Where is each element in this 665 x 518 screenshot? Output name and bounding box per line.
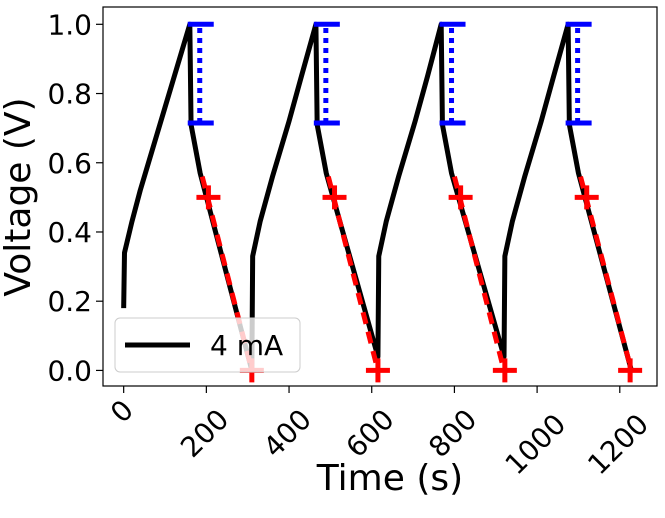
y-axis-label: Voltage (V) [0,97,39,296]
fit-line [199,175,634,372]
plus-marker [574,185,599,210]
data-line [121,21,634,373]
x-tick-label: 200 [174,403,235,464]
x-tick-label: 1200 [581,407,655,481]
plot-frame [102,6,658,387]
y-tick-label: 0.2 [47,285,92,318]
y-tick-label: 0.4 [47,216,92,249]
plus-marker [365,358,390,383]
y-tick-label: 0.0 [47,354,92,387]
plus-marker [196,185,221,210]
y-tick-label: 1.0 [47,8,92,41]
legend-box [114,317,301,373]
x-tick-label: 800 [422,403,483,464]
plus-marker [322,185,347,210]
legend-label: 4 mA [210,329,283,362]
x-tick-label: 600 [340,403,401,464]
x-tick-label: 400 [257,403,318,464]
y-tick-label: 0.8 [47,78,92,111]
x-axis-label: Time (s) [316,458,463,499]
y-tick-label: 0.6 [47,147,92,180]
plus-marker [492,358,517,383]
plus-marker [448,185,473,210]
x-tick-label: 1000 [499,407,573,481]
plus-marker [618,358,643,383]
x-tick-label: 0 [104,393,140,429]
